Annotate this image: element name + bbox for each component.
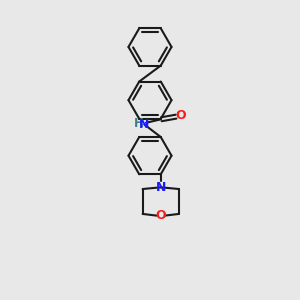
Text: O: O (155, 209, 166, 222)
Text: N: N (139, 118, 149, 131)
Text: N: N (156, 182, 166, 194)
Text: H: H (134, 117, 144, 130)
Text: O: O (176, 110, 186, 122)
